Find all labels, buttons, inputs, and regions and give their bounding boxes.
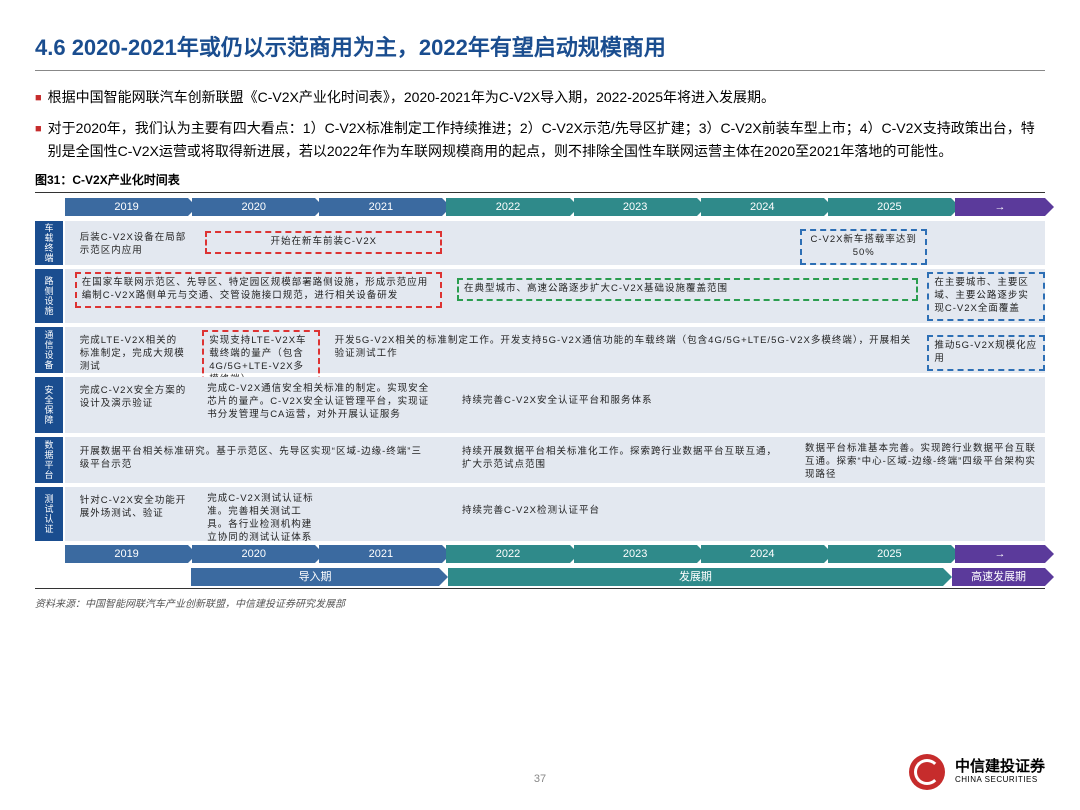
brand-en: CHINA SECURITIES [955,776,1045,785]
swimlane: 测试认证针对C-V2X安全功能开展外场测试、验证完成C-V2X测试认证标准。完善… [35,487,1045,541]
year-cell: 2021 [319,545,442,563]
swimlane-label: 通信设备 [35,327,63,373]
year-cell: 2020 [192,198,315,216]
year-cell: 2019 [65,198,188,216]
timeline-block: 持续完善C-V2X检测认证平台 [457,502,918,521]
timeline-block: 针对C-V2X安全功能开展外场测试、验证 [75,492,193,524]
brand-logo-icon [909,754,945,790]
timeline-container: 2019202020212022202320242025→ 车载终端后装C-V2… [35,192,1045,589]
timeline-block: 完成LTE-V2X相关的标准制定，完成大规模测试 [75,332,193,376]
timeline-block: 开发5G-V2X相关的标准制定工作。开发支持5G-V2X通信功能的车载终端（包含… [330,332,918,364]
year-cell: 2022 [446,545,569,563]
swimlane: 车载终端后装C-V2X设备在局部示范区内应用开始在新车前装C-V2X C-V2X新… [35,221,1045,265]
year-cell: → [955,198,1045,216]
year-header-bottom: 2019202020212022 202320242025→ [65,545,1045,563]
swimlane-label: 车载终端 [35,221,63,265]
timeline-block: 后装C-V2X设备在局部示范区内应用 [75,229,193,261]
timeline-block: 持续开展数据平台相关标准化工作。探索跨行业数据平台互联互通，扩大示范试点范围 [457,443,790,475]
source-text: 资料来源：中国智能网联汽车产业创新联盟，中信建投证券研究发展部 [35,595,1045,610]
bullet-2: 对于2020年，我们认为主要有四大看点：1）C-V2X标准制定工作持续推进；2）… [35,117,1045,163]
year-cell: 2024 [701,545,824,563]
timeline-block: 开展数据平台相关标准研究。基于示范区、先导区实现“区域-边缘-终端”三级平台示范 [75,443,438,475]
timeline-block: 在典型城市、高速公路逐步扩大C-V2X基础设施覆盖范围 [457,278,918,301]
timeline-block: 完成C-V2X通信安全相关标准的制定。实现安全芯片的量产。C-V2X安全认证管理… [202,380,437,424]
swimlane: 安全保障完成C-V2X安全方案的设计及演示验证完成C-V2X通信安全相关标准的制… [35,377,1045,433]
timeline-block: C-V2X新车搭载率达到50% [800,229,927,265]
year-cell: 2023 [574,545,697,563]
swimlane-track: 开展数据平台相关标准研究。基于示范区、先导区实现“区域-边缘-终端”三级平台示范… [65,437,1045,483]
swimlane: 数据平台开展数据平台相关标准研究。基于示范区、先导区实现“区域-边缘-终端”三级… [35,437,1045,483]
year-cell: 2023 [574,198,697,216]
page-title: 4.6 2020-2021年或仍以示范商用为主，2022年有望启动规模商用 [35,30,1045,62]
swimlanes: 车载终端后装C-V2X设备在局部示范区内应用开始在新车前装C-V2X C-V2X新… [35,221,1045,541]
year-cell: 2025 [828,545,951,563]
brand-cn: 中信建投证券 [955,759,1045,776]
swimlane-track: 完成LTE-V2X相关的标准制定，完成大规模测试实现支持LTE-V2X车载终端的… [65,327,1045,373]
swimlane-track: 完成C-V2X安全方案的设计及演示验证完成C-V2X通信安全相关标准的制定。实现… [65,377,1045,433]
figure-label: 图31：C-V2X产业化时间表 [35,171,1045,188]
phase-cell: 导入期 [191,568,438,586]
year-header-top: 2019202020212022 202320242025→ [65,198,1045,216]
timeline-block: 数据平台标准基本完善。实现跨行业数据平台互联互通。探索“中心-区域-边缘-终端”… [800,440,1045,484]
timeline-block: 在国家车联网示范区、先导区、特定园区规模部署路侧设施，形成示范应用 编制C-V2… [75,272,443,308]
phase-row: 导入期发展期高速发展期 [65,568,1045,586]
phase-cell: 高速发展期 [952,568,1045,586]
timeline-block: 完成C-V2X安全方案的设计及演示验证 [75,382,193,414]
swimlane-track: 后装C-V2X设备在局部示范区内应用开始在新车前装C-V2X C-V2X新车搭载率… [65,221,1045,265]
bullet-1: 根据中国智能网联汽车创新联盟《C-V2X产业化时间表》，2020-2021年为C… [35,86,1045,109]
page-number: 37 [534,773,546,785]
swimlane-label: 安全保障 [35,377,63,433]
year-cell: 2020 [192,545,315,563]
timeline-block: 在主要城市、主要区域、主要公路逐步实现C-V2X全面覆盖 [927,272,1045,320]
timeline-block: 开始在新车前装C-V2X [205,231,442,254]
swimlane: 通信设备完成LTE-V2X相关的标准制定，完成大规模测试实现支持LTE-V2X车… [35,327,1045,373]
swimlane-track: 在国家车联网示范区、先导区、特定园区规模部署路侧设施，形成示范应用 编制C-V2… [65,269,1045,323]
year-cell: 2025 [828,198,951,216]
year-cell: 2022 [446,198,569,216]
timeline-block: 持续完善C-V2X安全认证平台和服务体系 [457,392,918,411]
year-cell: 2024 [701,198,824,216]
year-cell: 2019 [65,545,188,563]
phase-cell: 发展期 [448,568,944,586]
year-cell: 2021 [319,198,442,216]
brand-footer: 中信建投证券 CHINA SECURITIES [909,754,1045,790]
swimlane-label: 测试认证 [35,487,63,541]
year-cell: → [955,545,1045,563]
title-underline [35,70,1045,71]
timeline-block: 推动5G-V2X规模化应用 [927,335,1045,371]
swimlane-track: 针对C-V2X安全功能开展外场测试、验证完成C-V2X测试认证标准。完善相关测试… [65,487,1045,541]
swimlane-label: 数据平台 [35,437,63,483]
timeline-block: 完成C-V2X测试认证标准。完善相关测试工具。各行业检测机构建立协同的测试认证体… [202,490,320,547]
swimlane-label: 路侧设施 [35,269,63,323]
swimlane: 路侧设施在国家车联网示范区、先导区、特定园区规模部署路侧设施，形成示范应用 编制… [35,269,1045,323]
